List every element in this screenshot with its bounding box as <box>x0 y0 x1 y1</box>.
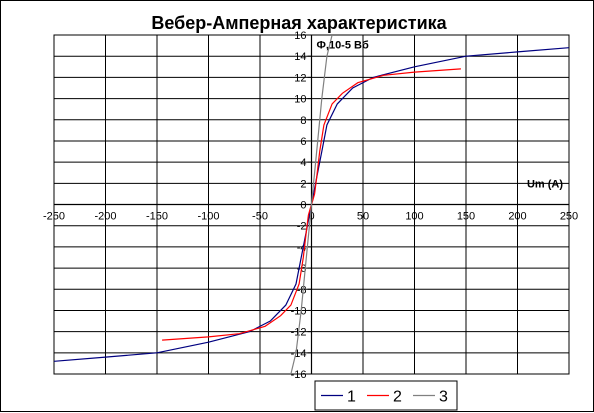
x-tick-label: 200 <box>508 211 526 223</box>
y-tick-label: 0 <box>300 200 306 212</box>
y-tick-label: -4 <box>297 242 307 254</box>
y-tick-label: 2 <box>300 178 306 190</box>
y-tick-label: 10 <box>294 94 306 106</box>
x-tick-label: -150 <box>146 211 168 223</box>
y-axis-label: Ф,10-5 Вб <box>317 40 369 52</box>
x-tick-label: 250 <box>560 211 578 223</box>
y-tick-label: 12 <box>294 72 306 84</box>
legend-label-2: 2 <box>393 389 402 406</box>
y-tick-label: -2 <box>297 221 307 233</box>
x-tick-labels: -250 -200 -150 -100 -50 0 50 100 150 200 250 <box>43 211 578 223</box>
chart-title: Вебер-Амперная характеристика <box>151 13 447 33</box>
y-tick-label: -16 <box>291 369 307 381</box>
legend: 1 2 3 <box>314 380 458 411</box>
legend-label-1: 1 <box>347 389 356 406</box>
y-tick-label: 6 <box>300 136 306 148</box>
legend-label-3: 3 <box>439 389 448 406</box>
series-lines <box>54 35 569 374</box>
y-tick-label: -14 <box>291 348 307 360</box>
y-tick-label: 14 <box>294 51 306 63</box>
x-tick-label: -50 <box>252 211 268 223</box>
y-tick-label: -8 <box>297 284 307 296</box>
y-tick-label: 16 <box>294 30 306 42</box>
x-tick-label: 150 <box>457 211 475 223</box>
y-tick-label: 8 <box>300 115 306 127</box>
series-3-line <box>290 35 333 374</box>
x-tick-label: -250 <box>43 211 65 223</box>
x-axis-label: Um (A) <box>527 178 563 190</box>
x-tick-label: 0 <box>308 211 314 223</box>
x-tick-label: -100 <box>197 211 219 223</box>
x-tick-label: 100 <box>405 211 423 223</box>
x-tick-label: 50 <box>357 211 369 223</box>
y-tick-label: -10 <box>291 305 307 317</box>
x-tick-label: -200 <box>94 211 116 223</box>
y-tick-label: 4 <box>300 157 306 169</box>
